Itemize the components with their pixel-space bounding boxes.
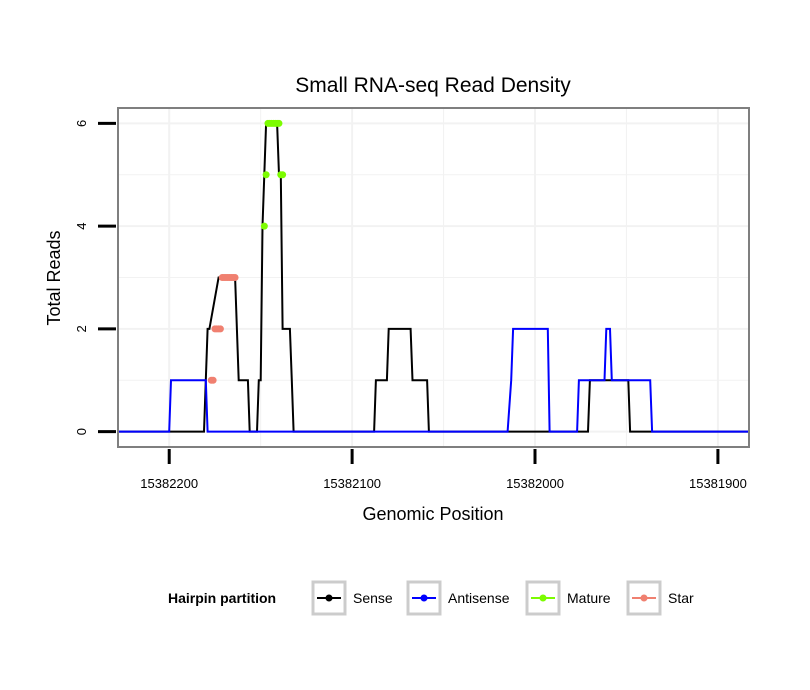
x-tick-label: 15382100 [323, 476, 381, 491]
highlight-points [207, 119, 287, 384]
legend-entry-antisense: Antisense [406, 580, 510, 616]
legend-label: Antisense [448, 590, 510, 606]
x-tick-label: 15381900 [689, 476, 747, 491]
point-star [231, 274, 239, 281]
legend-label: Mature [567, 590, 611, 606]
legend-label: Star [668, 590, 694, 606]
chart-title: Small RNA-seq Read Density [295, 74, 571, 97]
legend-label: Sense [353, 590, 393, 606]
plot-area [117, 107, 750, 448]
legend-key-point [640, 594, 648, 602]
y-tick-label: 0 [74, 428, 89, 435]
point-star [209, 376, 217, 384]
x-axis-title: Genomic Position [362, 504, 503, 524]
legend: Hairpin partition Sense Antisense Mature St… [168, 580, 694, 616]
series-line-antisense [118, 327, 749, 433]
plot-border [117, 107, 750, 448]
legend-entry-mature: Mature [525, 580, 611, 616]
legend-entry-sense: Sense [311, 580, 393, 616]
y-axis-title: Total Reads [44, 230, 64, 325]
point-star [216, 325, 224, 333]
x-tick-label: 15382000 [506, 476, 564, 491]
y-tick-label: 2 [74, 325, 89, 332]
legend-key-point [539, 594, 547, 602]
point-mature [275, 119, 283, 127]
point-mature [260, 222, 268, 230]
grid-lines [118, 108, 749, 447]
y-tick-label: 6 [74, 120, 89, 127]
series-lines [118, 122, 749, 433]
x-tick-label: 15382200 [140, 476, 198, 491]
y-tick-label: 4 [74, 223, 89, 230]
x-axis: 15382200 15382100 15382000 15381900 [140, 449, 747, 491]
point-mature [262, 171, 270, 179]
y-axis: 0 2 4 6 [74, 120, 116, 435]
legend-key-point [420, 594, 428, 602]
legend-title: Hairpin partition [168, 590, 276, 606]
point-mature [279, 171, 287, 179]
legend-key-point [325, 594, 333, 602]
legend-entry-star: Star [626, 580, 694, 616]
